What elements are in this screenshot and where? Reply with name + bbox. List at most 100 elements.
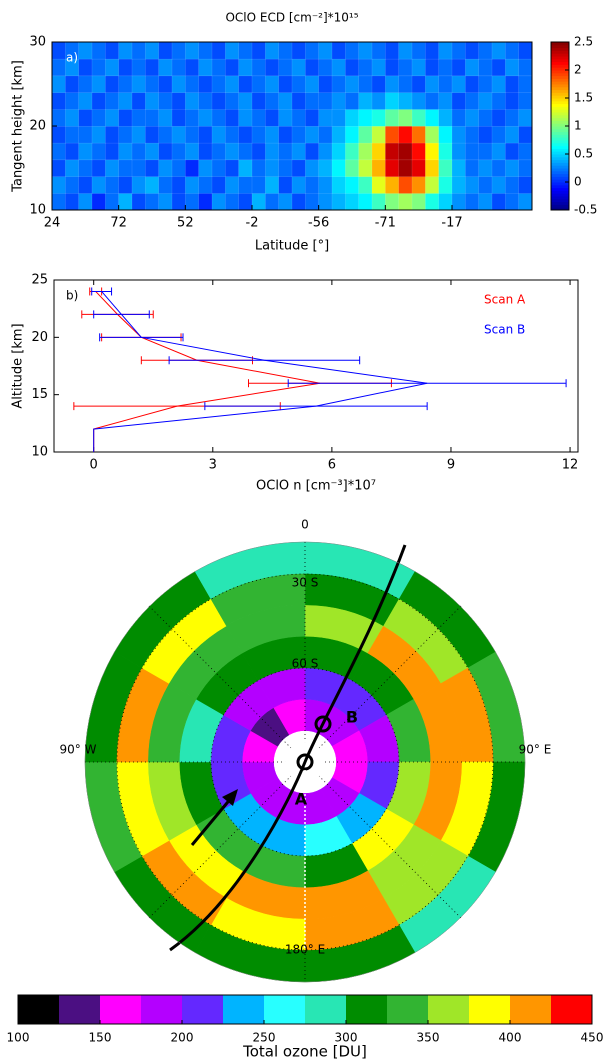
heat-cell (372, 42, 386, 59)
heat-cell (52, 59, 66, 76)
x-tick-label: 52 (177, 216, 194, 231)
heat-cell (359, 160, 373, 177)
heat-cell (185, 143, 199, 160)
heat-cell (185, 92, 199, 109)
heat-cell (452, 176, 466, 193)
colorbar-tick-label: 200 (171, 1031, 194, 1045)
heat-cell (212, 59, 226, 76)
heat-cell (92, 76, 106, 93)
colorbar-swatch (305, 995, 346, 1024)
heat-cell (505, 76, 519, 93)
heat-cell (52, 76, 66, 93)
heat-cell (265, 143, 279, 160)
colorbar-tick-label: 1.5 (574, 91, 593, 105)
heat-cell (425, 92, 439, 109)
heat-cell (385, 109, 399, 126)
heat-cell (265, 76, 279, 93)
heat-cell (399, 143, 413, 160)
heat-cell (132, 76, 146, 93)
heat-cell (172, 193, 186, 210)
heat-cell (372, 59, 386, 76)
heat-cell (92, 126, 106, 143)
annotation: b) (66, 289, 78, 303)
heat-cell (465, 160, 479, 177)
heat-cell (439, 160, 453, 177)
heat-cell (319, 76, 333, 93)
colorbar-swatch (182, 995, 223, 1024)
heat-cell (385, 193, 399, 210)
error-bar (100, 333, 183, 341)
y-tick-label: 30 (29, 35, 46, 50)
heat-cell (305, 126, 319, 143)
heat-cell (439, 109, 453, 126)
heat-cell (239, 92, 253, 109)
heat-cell (185, 193, 199, 210)
heat-cell (265, 160, 279, 177)
heat-cell (519, 59, 533, 76)
heat-cell (239, 193, 253, 210)
heat-cell (279, 143, 293, 160)
heat-cell (519, 160, 533, 177)
heat-cell (332, 143, 346, 160)
heat-cell (119, 76, 133, 93)
heat-cell (479, 92, 493, 109)
heat-cell (492, 126, 506, 143)
y-tick-label: 20 (31, 330, 48, 345)
heat-cell (412, 160, 426, 177)
heat-cell (145, 92, 159, 109)
heat-cell (519, 92, 533, 109)
y-axis-label: Tangent height [km] (11, 60, 26, 193)
heat-cell (52, 160, 66, 177)
heat-cell (345, 160, 359, 177)
heat-cell (212, 193, 226, 210)
heat-cell (172, 160, 186, 177)
colorbar-tick-label: 2.5 (574, 35, 593, 49)
heat-cell (132, 176, 146, 193)
heat-cell (505, 126, 519, 143)
heat-cell (412, 126, 426, 143)
heat-cell (505, 59, 519, 76)
heat-cell (145, 59, 159, 76)
heat-cell (319, 176, 333, 193)
heat-cell (479, 109, 493, 126)
heat-cell (199, 76, 213, 93)
heat-cell (345, 176, 359, 193)
heat-cell (105, 92, 119, 109)
heat-cell (225, 109, 239, 126)
x-axis-label: OClO n [cm⁻³]*10⁷ (256, 479, 376, 494)
heat-cell (332, 92, 346, 109)
colorbar-swatch (223, 995, 264, 1024)
heat-cell (332, 160, 346, 177)
heat-cell (252, 59, 266, 76)
heat-cell (92, 176, 106, 193)
heat-cell (305, 59, 319, 76)
colorbar-swatch (18, 995, 59, 1024)
heat-cell (105, 176, 119, 193)
heat-cell (465, 126, 479, 143)
heat-cell (105, 59, 119, 76)
heat-cell (319, 42, 333, 59)
heat-cell (439, 76, 453, 93)
heat-cell (212, 176, 226, 193)
heat-cell (399, 193, 413, 210)
colorbar-tick-label: 100 (7, 1031, 30, 1045)
heat-cell (239, 126, 253, 143)
heat-cell (132, 59, 146, 76)
heat-cell (372, 143, 386, 160)
heat-cell (399, 76, 413, 93)
colorbar-tick-label: 0.5 (574, 147, 593, 161)
heat-cell (212, 126, 226, 143)
heat-cell (359, 176, 373, 193)
heat-cell (52, 143, 66, 160)
heat-cell (252, 160, 266, 177)
heat-cell (292, 176, 306, 193)
heat-cell (65, 92, 79, 109)
heat-cell (79, 59, 93, 76)
heat-cell (452, 109, 466, 126)
heat-cell (225, 76, 239, 93)
heat-cell (185, 42, 199, 59)
x-tick-label: 3 (209, 458, 217, 473)
heat-cell (119, 160, 133, 177)
heat-cell (385, 176, 399, 193)
heat-cell (279, 59, 293, 76)
